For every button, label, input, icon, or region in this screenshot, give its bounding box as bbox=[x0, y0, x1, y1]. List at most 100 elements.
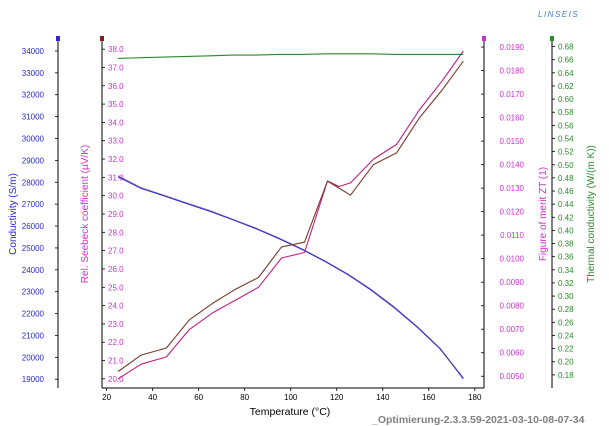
zt-tick-label: 0.0140 bbox=[500, 161, 525, 170]
seebeck-axis-title: Rel. Seebeck coefficient (µV/K) bbox=[80, 145, 91, 283]
conductivity-tick-label: 25000 bbox=[22, 244, 45, 253]
seebeck-tick-label: 22.0 bbox=[108, 338, 124, 347]
conductivity-tick-label: 32000 bbox=[22, 91, 45, 100]
seebeck-tick-label: 30.0 bbox=[108, 192, 124, 201]
seebeck-tick-label: 23.0 bbox=[108, 320, 124, 329]
thermal-tick-label: 0.24 bbox=[558, 331, 574, 340]
seebeck-tick-label: 31.0 bbox=[108, 173, 124, 182]
seebeck-series bbox=[117, 50, 464, 380]
zt-series bbox=[117, 60, 464, 372]
conductivity-axis: 19000 20000 21000 22000 23000 24000 25000 26000… bbox=[8, 36, 60, 388]
zt-tick-label: 0.0190 bbox=[500, 43, 525, 52]
conductivity-series-a bbox=[117, 175, 464, 380]
thermal-tick-label: 0.62 bbox=[558, 82, 574, 91]
conductivity-axis-title: Conductivity (S/m) bbox=[8, 173, 19, 255]
thermal-conductivity-series bbox=[118, 53, 464, 59]
seebeck-tick-label: 28.0 bbox=[108, 228, 124, 237]
seebeck-axis-marker bbox=[100, 36, 104, 41]
seebeck-tick-label: 32.0 bbox=[108, 155, 124, 164]
zt-tick-label: 0.0080 bbox=[500, 302, 525, 311]
zt-tick-label: 0.0060 bbox=[500, 349, 525, 358]
seebeck-tick-label: 33.0 bbox=[108, 137, 124, 146]
thermal-tick-label: 0.60 bbox=[558, 95, 574, 104]
seebeck-axis: 20.0 21.0 22.0 23.0 24.0 25.0 26.0 27.0 28.0 29.0… bbox=[80, 36, 124, 388]
seebeck-tick-label: 35.0 bbox=[108, 100, 124, 109]
thermal-tick-label: 0.44 bbox=[558, 200, 574, 209]
conductivity-tick-label: 29000 bbox=[22, 156, 45, 165]
x-tick-label: 140 bbox=[376, 393, 390, 402]
thermal-tick-label: 0.66 bbox=[558, 56, 574, 65]
zt-tick-label: 0.0180 bbox=[500, 67, 525, 76]
zt-axis-title: Figure of merit ZT (1) bbox=[538, 167, 549, 261]
seebeck-tick-label: 29.0 bbox=[108, 210, 124, 219]
thermal-tick-label: 0.64 bbox=[558, 69, 574, 78]
conductivity-tick-label: 22000 bbox=[22, 310, 45, 319]
conductivity-series-b bbox=[117, 176, 464, 379]
thermal-tick-label: 0.50 bbox=[558, 161, 574, 170]
thermal-tick-label: 0.30 bbox=[558, 292, 574, 301]
temperature-axis: 20 40 60 80 100 120 140 160 180 bbox=[102, 387, 484, 402]
conductivity-tick-label: 24000 bbox=[22, 266, 45, 275]
thermal-tick-label: 0.52 bbox=[558, 148, 574, 157]
thermal-tick-label: 0.34 bbox=[558, 266, 574, 275]
x-tick-label: 60 bbox=[194, 393, 203, 402]
zt-axis: 0.0050 0.0060 0.0070 0.0080 0.0090 0.0100 0.01… bbox=[481, 36, 549, 388]
conductivity-tick-label: 28000 bbox=[22, 178, 45, 187]
thermal-tick-label: 0.26 bbox=[558, 318, 574, 327]
thermal-tick-label: 0.42 bbox=[558, 213, 574, 222]
thermal-tick-label: 0.38 bbox=[558, 240, 574, 249]
conductivity-tick-label: 23000 bbox=[22, 288, 45, 297]
conductivity-tick-label: 26000 bbox=[22, 222, 45, 231]
thermal-tick-label: 0.22 bbox=[558, 345, 574, 354]
seebeck-tick-label: 20.0 bbox=[108, 375, 124, 384]
conductivity-tick-label: 27000 bbox=[22, 200, 45, 209]
conductivity-tick-label: 30000 bbox=[22, 134, 45, 143]
thermal-tick-label: 0.48 bbox=[558, 174, 574, 183]
thermal-tick-label: 0.28 bbox=[558, 305, 574, 314]
seebeck-tick-label: 34.0 bbox=[108, 118, 124, 127]
conductivity-tick-label: 34000 bbox=[22, 47, 45, 56]
conductivity-tick-label: 33000 bbox=[22, 69, 45, 78]
thermal-tick-label: 0.46 bbox=[558, 187, 574, 196]
conductivity-tick-label: 20000 bbox=[22, 353, 45, 362]
x-axis-title: Temperature (°C) bbox=[250, 406, 331, 418]
zt-tick-label: 0.0130 bbox=[500, 184, 525, 193]
thermal-tick-label: 0.68 bbox=[558, 43, 574, 52]
thermal-tick-label: 0.54 bbox=[558, 134, 574, 143]
seebeck-tick-label: 26.0 bbox=[108, 265, 124, 274]
thermal-conductivity-axis: 0.18 0.20 0.22 0.24 0.26 0.28 0.30 0.32 0.34 0.36… bbox=[550, 36, 597, 388]
conductivity-tick-label: 19000 bbox=[22, 375, 45, 384]
thermal-tick-label: 0.56 bbox=[558, 121, 574, 130]
thermal-tick-label: 0.20 bbox=[558, 358, 574, 367]
thermal-tick-label: 0.18 bbox=[558, 371, 574, 380]
x-tick-label: 160 bbox=[422, 393, 436, 402]
thermal-tick-label: 0.58 bbox=[558, 108, 574, 117]
thermal-axis-title: Thermal conductivity (W/(m K)) bbox=[586, 145, 597, 283]
x-tick-label: 120 bbox=[330, 393, 344, 402]
zt-tick-label: 0.0160 bbox=[500, 114, 525, 123]
zt-tick-label: 0.0050 bbox=[500, 372, 525, 381]
conductivity-axis-marker bbox=[56, 36, 60, 41]
seebeck-tick-label: 27.0 bbox=[108, 247, 124, 256]
zt-tick-label: 0.0090 bbox=[500, 278, 525, 287]
zt-tick-label: 0.0110 bbox=[500, 231, 524, 240]
seebeck-tick-label: 24.0 bbox=[108, 302, 124, 311]
x-tick-label: 80 bbox=[240, 393, 249, 402]
thermal-axis-marker bbox=[550, 36, 554, 41]
seebeck-tick-label: 38.0 bbox=[108, 45, 124, 54]
series-layer bbox=[117, 50, 464, 380]
x-tick-label: 20 bbox=[102, 393, 111, 402]
brand-logo: LINSEIS bbox=[538, 10, 579, 19]
thermal-tick-label: 0.32 bbox=[558, 279, 574, 288]
thermal-tick-label: 0.40 bbox=[558, 226, 574, 235]
thermal-tick-label: 0.36 bbox=[558, 253, 574, 262]
x-tick-label: 180 bbox=[468, 393, 482, 402]
zt-axis-marker bbox=[482, 36, 486, 41]
x-tick-label: 100 bbox=[284, 393, 298, 402]
seebeck-tick-label: 25.0 bbox=[108, 283, 124, 292]
zt-tick-label: 0.0150 bbox=[500, 137, 525, 146]
zt-tick-label: 0.0120 bbox=[500, 208, 525, 217]
conductivity-tick-label: 31000 bbox=[22, 113, 45, 122]
conductivity-tick-label: 21000 bbox=[22, 331, 45, 340]
x-tick-label: 40 bbox=[148, 393, 157, 402]
